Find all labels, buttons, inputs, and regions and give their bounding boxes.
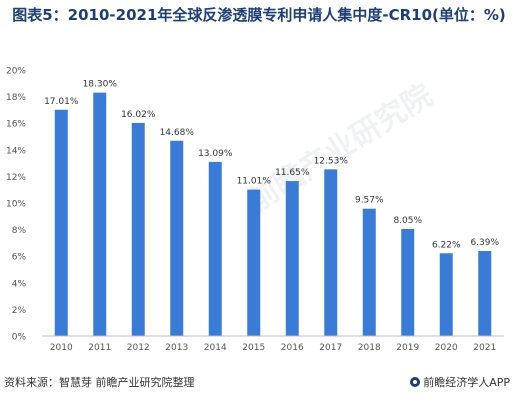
x-tick-label: 2010 — [50, 343, 73, 353]
y-tick-label: 0% — [12, 333, 27, 343]
y-tick-label: 16% — [6, 120, 26, 130]
data-label: 13.09% — [198, 149, 233, 159]
x-axis: 2010 2011 2012 2013 2014 2015 2016 2017 2018 2019… — [42, 335, 504, 353]
data-label: 11.65% — [275, 168, 310, 178]
chart-title: 图表5：2010-2021年全球反渗透膜专利申请人集中度-CR10(单位：%) — [12, 6, 506, 24]
bar-2011 — [93, 92, 107, 336]
bar-2013 — [170, 140, 184, 336]
data-label: 16.02% — [121, 110, 156, 120]
bar-2010 — [54, 109, 68, 336]
y-tick-label: 8% — [12, 226, 27, 236]
bars — [54, 92, 492, 337]
x-tick-label: 2012 — [127, 343, 150, 353]
bar-2021 — [478, 251, 492, 336]
x-tick-label: 2019 — [396, 343, 419, 353]
data-label: 18.30% — [83, 80, 118, 90]
y-tick-label: 2% — [12, 306, 27, 316]
footer: 资料来源：智慧芽 前瞻产业研究院整理 前瞻经济学人APP — [0, 374, 518, 390]
x-tick-label: 2014 — [204, 343, 227, 353]
data-label: 9.57% — [355, 196, 384, 206]
bar-2020 — [439, 253, 453, 336]
data-label: 6.22% — [432, 240, 461, 250]
data-label: 17.01% — [44, 97, 79, 107]
y-tick-label: 20% — [6, 67, 26, 77]
brand-label: 前瞻经济学人APP — [423, 376, 510, 389]
y-tick-label: 6% — [12, 253, 27, 263]
brand-logo-icon — [410, 377, 421, 387]
x-tick-label: 2016 — [281, 343, 304, 353]
y-tick-label: 4% — [12, 279, 27, 289]
y-axis: 0% 2% 4% 6% 8% 10% 12% 14% 16% 18% 20% — [6, 67, 26, 343]
data-labels: 17.01% 18.30% 16.02% 14.68% 13.09% 11.01%11.6… — [44, 80, 499, 251]
y-tick-label: 18% — [6, 93, 26, 103]
bar-2012 — [131, 122, 145, 337]
bar-2014 — [208, 161, 222, 336]
bar-2017 — [324, 169, 338, 336]
x-tick-label: 2013 — [165, 343, 188, 353]
data-label: 12.53% — [314, 156, 349, 166]
y-tick-label: 14% — [6, 146, 26, 156]
bar-2018 — [362, 208, 376, 336]
x-tick-label: 2011 — [88, 343, 111, 353]
bar-chart: 0% 2% 4% 6% 8% 10% 12% 14% 16% 18% 20% 17.01% 18.30… — [6, 67, 504, 353]
y-tick-label: 12% — [6, 173, 26, 183]
bar-2016 — [285, 181, 299, 336]
y-tick-label: 10% — [6, 200, 26, 210]
x-tick-label: 2015 — [242, 343, 265, 353]
data-label: 11.01% — [237, 177, 272, 187]
data-label: 14.68% — [160, 128, 195, 138]
bar-2015 — [247, 189, 261, 336]
x-tick-label: 2018 — [358, 343, 381, 353]
data-label: 6.39% — [470, 238, 499, 248]
data-label: 8.05% — [393, 216, 422, 226]
bar-2019 — [401, 228, 415, 336]
brand: 前瞻经济学人APP — [410, 374, 510, 390]
x-tick-label: 2017 — [319, 343, 342, 353]
x-tick-label: 2021 — [473, 343, 496, 353]
source-note: 资料来源：智慧芽 前瞻产业研究院整理 — [4, 376, 195, 389]
x-tick-label: 2020 — [435, 343, 458, 353]
